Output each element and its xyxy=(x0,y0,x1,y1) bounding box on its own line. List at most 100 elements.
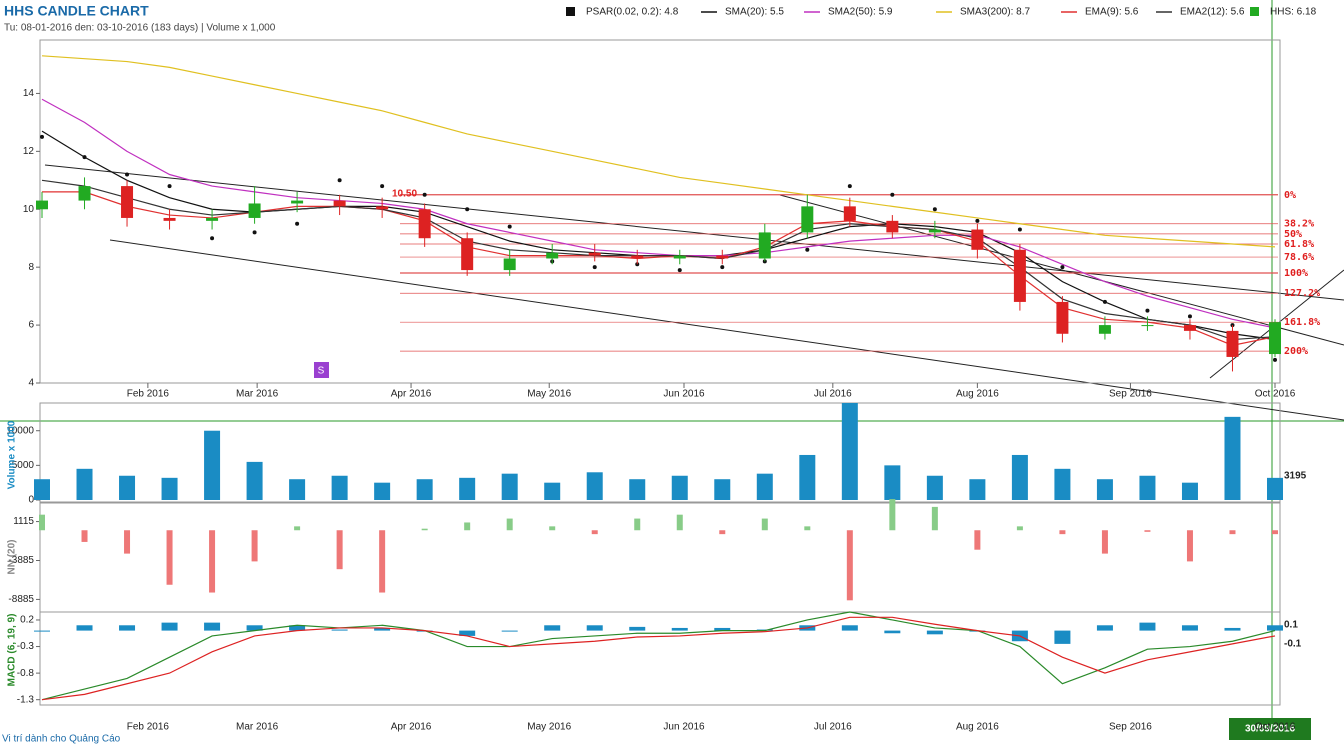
macd-bar xyxy=(161,622,178,631)
candle-body xyxy=(716,255,729,259)
candle-body xyxy=(758,232,771,259)
nn-bar xyxy=(719,530,726,535)
volume-bar xyxy=(969,479,986,500)
x-tick-label: Mar 2016 xyxy=(236,389,279,400)
psar-dot xyxy=(975,218,980,223)
legend-label: SMA2(50): 5.9 xyxy=(828,7,893,18)
psar-dot xyxy=(720,265,725,270)
x-tick-label: Aug 2016 xyxy=(956,722,999,733)
candle-body xyxy=(1141,325,1154,327)
macd-line xyxy=(41,611,1276,701)
x-tick-label: May 2016 xyxy=(527,389,571,400)
psar-dot xyxy=(125,172,130,177)
nn-bar xyxy=(379,530,386,593)
nn-bar xyxy=(1059,530,1066,535)
nn-bar xyxy=(124,530,131,554)
psar-dot xyxy=(422,192,427,197)
psar-dot xyxy=(465,207,470,212)
candle-body xyxy=(588,252,601,256)
x-tick-label: Apr 2016 xyxy=(391,389,432,400)
x-tick-label: Oct 2016 xyxy=(1255,722,1296,733)
volume-bar xyxy=(331,475,348,500)
macd-bar xyxy=(884,630,901,634)
y-tick-label: -0.8 xyxy=(17,668,35,679)
candle-body xyxy=(1056,301,1069,334)
volume-bar xyxy=(204,430,221,500)
macd-bar xyxy=(629,626,646,631)
candle-body xyxy=(1013,249,1026,302)
candle-body xyxy=(1226,330,1239,357)
macd-bar xyxy=(501,630,518,632)
volume-bar xyxy=(161,477,178,500)
nn-bar xyxy=(634,518,641,531)
signal-line xyxy=(41,616,1276,701)
volume-bar xyxy=(34,479,50,500)
candle-body xyxy=(36,200,48,210)
volume-bar xyxy=(246,461,263,500)
macd-bar xyxy=(1181,625,1198,631)
psar-dot xyxy=(40,134,44,139)
volume-bar xyxy=(544,482,561,500)
fib-label: 61.8% xyxy=(1284,239,1314,250)
volume-bar xyxy=(1011,454,1028,500)
chart-title: HHS CANDLE CHART xyxy=(4,3,149,19)
macd-bar xyxy=(1054,630,1071,644)
date-box xyxy=(1229,718,1311,740)
candle-body xyxy=(928,229,941,233)
fib-label: 78.6% xyxy=(1284,252,1314,263)
psar-dot xyxy=(592,265,597,270)
psar-dot xyxy=(337,178,342,183)
x-tick-label: Sep 2016 xyxy=(1109,389,1152,400)
nn-bar xyxy=(1229,530,1236,535)
nn-bar xyxy=(166,530,173,585)
candle-body xyxy=(546,252,559,259)
psar-dot xyxy=(82,155,87,160)
legend-label: PSAR(0.02, 0.2): 4.8 xyxy=(586,7,679,18)
candle-body xyxy=(631,255,644,259)
volume-bar xyxy=(374,482,391,500)
candle-body xyxy=(1183,325,1196,331)
ma-line xyxy=(41,179,1276,341)
macd-bar xyxy=(1139,622,1156,631)
nn-bar xyxy=(336,530,343,570)
psar-dot xyxy=(932,207,937,212)
nn-bar xyxy=(81,530,88,542)
candle-body xyxy=(291,200,304,204)
y-tick-label: 0.2 xyxy=(20,615,34,626)
candle-body xyxy=(503,258,516,271)
macd-bar xyxy=(544,625,561,631)
candle-body xyxy=(1098,325,1111,334)
nn-bar xyxy=(39,514,45,531)
volume-bar xyxy=(1181,482,1198,500)
volume-bar xyxy=(671,475,688,500)
y-tick-label: 8 xyxy=(28,262,34,273)
legend-label: HHS: 6.18 xyxy=(1270,7,1317,18)
macd-bar xyxy=(374,627,391,631)
fib-label: 38.2% xyxy=(1284,219,1314,230)
macd-bar xyxy=(671,627,688,631)
psar-dot xyxy=(295,221,300,226)
x-tick-label: Jul 2016 xyxy=(814,722,852,733)
macd-bar xyxy=(34,630,50,632)
macd-bar xyxy=(1267,625,1283,631)
ma-line xyxy=(41,55,1276,248)
psar-dot xyxy=(380,184,385,189)
macd-bar xyxy=(76,625,93,631)
psar-dot xyxy=(890,192,895,197)
x-tick-label: Mar 2016 xyxy=(236,722,279,733)
psar-dot xyxy=(1145,308,1150,313)
psar-dot xyxy=(677,268,682,273)
nn-bar xyxy=(421,528,428,531)
x-tick-label: Oct 2016 xyxy=(1255,389,1296,400)
legend-label: SMA3(200): 8.7 xyxy=(960,7,1030,18)
candle-body xyxy=(333,200,346,207)
fib-label: 0% xyxy=(1284,190,1296,201)
psar-dot xyxy=(507,224,512,229)
macd-bar xyxy=(459,630,476,636)
volume-bar xyxy=(1224,416,1241,500)
psar-dot xyxy=(1187,314,1192,319)
x-tick-label: Feb 2016 xyxy=(127,722,170,733)
volume-bar xyxy=(714,479,731,500)
volume-bar xyxy=(586,472,603,500)
x-tick-label: Jun 2016 xyxy=(663,389,705,400)
